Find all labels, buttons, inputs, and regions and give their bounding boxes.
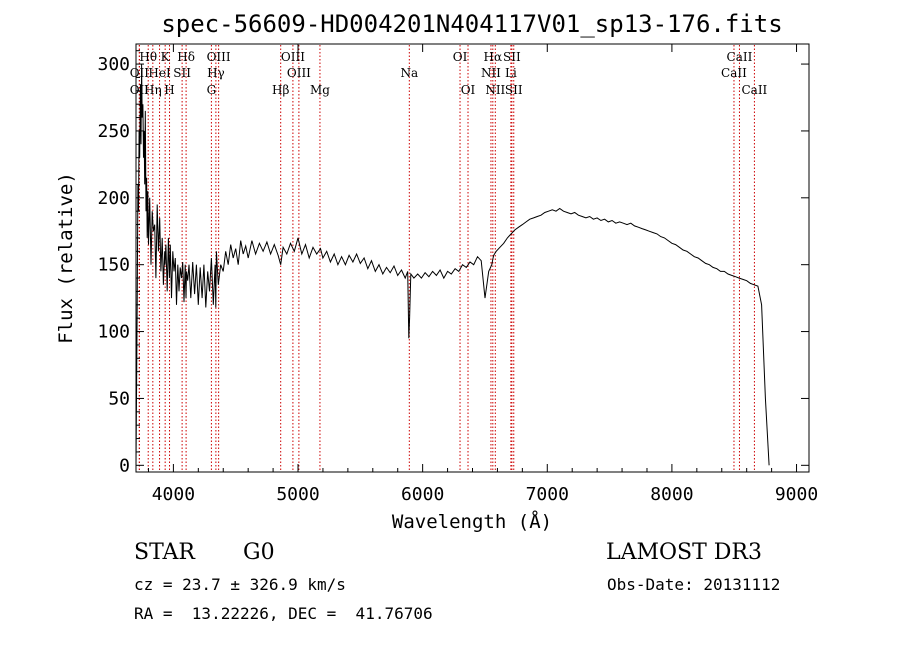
line-marker-label-22: SII [503, 50, 521, 64]
y-axis: 0 50 100 150 200 250 300 [97, 50, 809, 476]
line-marker-label-18: OI [461, 83, 476, 97]
x-tick-label-4000: 4000 [152, 484, 195, 505]
line-marker-layer [138, 45, 755, 471]
line-marker-label-0: Hθ [139, 50, 157, 64]
line-marker-label-17: OI [453, 50, 468, 64]
line-marker-label-2: OII [130, 83, 150, 97]
object-class: STAR [134, 540, 195, 565]
y-tick-label-200: 200 [97, 188, 130, 209]
line-marker-label-12: OIII [281, 50, 305, 64]
line-marker-label-15: Mg [310, 83, 330, 97]
y-tick-label-100: 100 [97, 322, 130, 343]
line-marker-label-6: H [164, 83, 174, 97]
y-axis-label: Flux (relative) [55, 172, 77, 344]
line-marker-label-13: OIII [287, 66, 311, 80]
line-marker-label-25: CaII [727, 50, 753, 64]
line-marker-label-21: NII [485, 83, 505, 97]
line-marker-label-24: SII [505, 83, 523, 97]
x-tick-label-8000: 8000 [650, 484, 693, 505]
line-marker-label-9: OIII [207, 50, 231, 64]
line-marker-label-14: Hβ [272, 83, 289, 97]
line-marker-label-20: NII [481, 66, 501, 80]
line-marker-label-5: Hη [144, 83, 162, 97]
obs-date-text: Obs-Date: 20131112 [607, 575, 781, 594]
object-subclass: G0 [243, 540, 275, 565]
redshift-text: cz = 23.7 ± 326.9 km/s [134, 575, 346, 594]
line-marker-label-10: Hγ [207, 66, 225, 80]
x-axis-label: Wavelength (Å) [392, 510, 552, 533]
x-tick-label-5000: 5000 [276, 484, 319, 505]
line-marker-label-1: OII [130, 66, 150, 80]
y-tick-label-250: 250 [97, 121, 130, 142]
line-marker-label-19: Hα [484, 50, 503, 64]
coordinates-text: RA = 13.22226, DEC = 41.76706 [134, 604, 433, 623]
y-tick-label-0: 0 [119, 455, 130, 476]
line-marker-label-4: HeI [148, 66, 171, 80]
survey-name: LAMOST DR3 [606, 540, 762, 565]
line-marker-label-3: K [161, 50, 171, 64]
x-axis: 4000 5000 6000 7000 8000 9000 [147, 44, 818, 505]
y-tick-label-300: 300 [97, 54, 130, 75]
chart-title: spec-56609-HD004201N404117V01_sp13-176.f… [161, 10, 782, 38]
line-marker-label-7: SII [173, 66, 191, 80]
spectrum-line [135, 64, 770, 466]
x-tick-label-7000: 7000 [526, 484, 569, 505]
line-marker-label-26: CaII [721, 66, 747, 80]
line-marker-label-23: Li [505, 66, 517, 80]
line-marker-label-27: CaII [741, 83, 767, 97]
x-tick-label-9000: 9000 [775, 484, 818, 505]
y-tick-label-150: 150 [97, 255, 130, 276]
line-marker-label-8: Hδ [177, 50, 195, 64]
line-label-layer: Hθ OII OII K HeI Hη H SII Hδ OIII Hγ G OIII OIII Hβ Mg N… [130, 50, 768, 97]
line-marker-label-11: G [207, 83, 217, 97]
y-tick-label-50: 50 [108, 388, 130, 409]
x-tick-label-6000: 6000 [401, 484, 444, 505]
line-marker-label-16: Na [400, 66, 418, 80]
